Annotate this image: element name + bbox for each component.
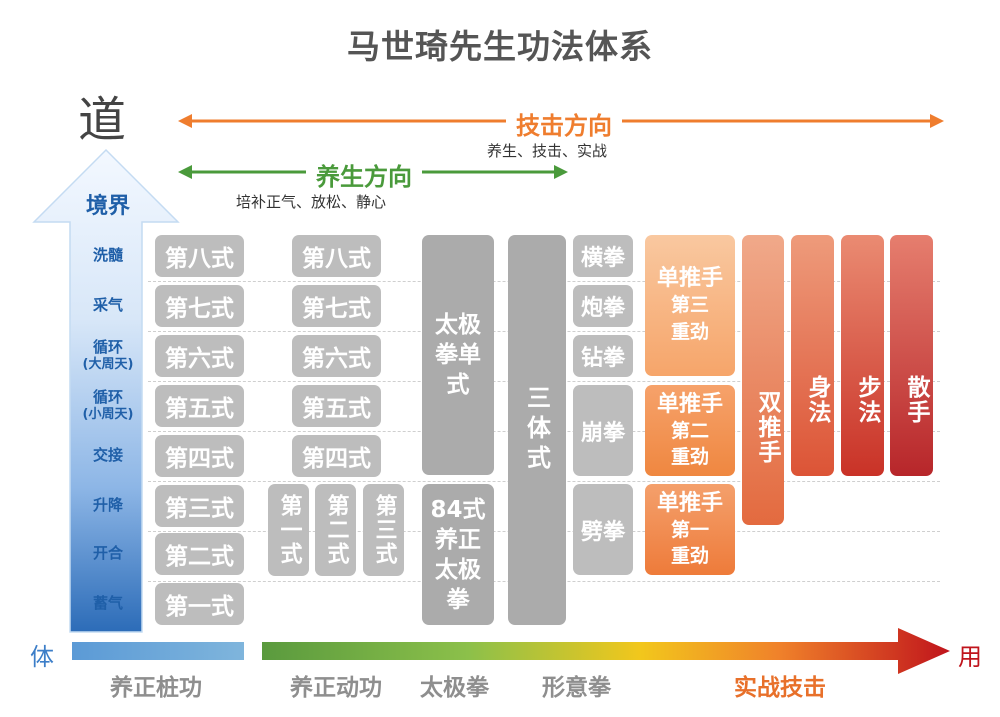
taiji-84-forms: 84式养正太极拳 <box>422 484 494 625</box>
level-arrow <box>32 148 180 633</box>
zhuang-form-1: 第一式 <box>155 583 244 625</box>
jiji-direction-label: 技击方向 <box>506 106 622 141</box>
zhuang-form-7: 第七式 <box>155 285 244 327</box>
level-caiqi: 采气 <box>92 296 123 314</box>
tuishou-2: 单推手 第二 重劲 <box>645 385 735 476</box>
dong-form-7: 第七式 <box>292 285 381 327</box>
tuishou-1: 单推手 第一 重劲 <box>645 484 735 575</box>
level-xisui: 洗髓 <box>92 246 123 264</box>
level-xuqi: 蓄气 <box>92 594 123 612</box>
bottom-xingyi: 形意拳 <box>542 675 611 701</box>
page-title: 马世琦先生功法体系 <box>347 27 653 66</box>
yangsheng-direction-label: 养生方向 <box>306 157 422 192</box>
fist-heng: 横拳 <box>573 235 633 277</box>
yong-label: 用 <box>958 643 982 671</box>
level-jiaojie: 交接 <box>92 446 123 464</box>
dong-form-6: 第六式 <box>292 335 381 377</box>
jingjie-label: 境界 <box>85 194 130 219</box>
jiji-direction-sub: 养生、技击、实战 <box>487 142 608 160</box>
shuang-tuishou: 双推手 <box>742 235 784 525</box>
fist-beng: 崩拳 <box>573 385 633 476</box>
tuishou-3: 单推手 第三 重劲 <box>645 235 735 376</box>
zhuang-form-4: 第四式 <box>155 435 244 477</box>
dong-form-4: 第四式 <box>292 435 381 477</box>
level-kaihe: 开合 <box>92 544 123 562</box>
dong-form-5: 第五式 <box>292 385 381 427</box>
dong-form-8: 第八式 <box>292 235 381 277</box>
bufa: 步法 <box>841 235 884 476</box>
level-xunhuan-da: 循环 (大周天) <box>82 338 134 372</box>
fist-pi: 劈拳 <box>573 484 633 575</box>
bottom-zhuang: 养正桩功 <box>110 675 202 701</box>
yangsheng-direction-sub: 培补正气、放松、静心 <box>236 193 387 211</box>
zhuang-form-5: 第五式 <box>155 385 244 427</box>
dong-small-form-2: 第二式 <box>315 484 356 576</box>
yong-arrow <box>262 628 950 674</box>
dong-small-form-1: 第一式 <box>268 484 309 576</box>
fist-zuan: 钻拳 <box>573 335 633 377</box>
sanshou: 散手 <box>890 235 933 476</box>
bottom-taiji: 太极拳 <box>420 675 489 701</box>
santi-shi: 三体式 <box>508 235 566 625</box>
dao-label: 道 <box>78 92 127 148</box>
zhuang-form-3: 第三式 <box>155 485 244 527</box>
bottom-dong: 养正动功 <box>290 675 382 701</box>
dong-small-form-3: 第三式 <box>363 484 404 576</box>
zhuang-form-6: 第六式 <box>155 335 244 377</box>
zhuang-form-2: 第二式 <box>155 533 244 575</box>
fist-pao: 炮拳 <box>573 285 633 327</box>
ti-label: 体 <box>30 643 54 671</box>
level-shengjiang: 升降 <box>92 496 123 514</box>
shenfa: 身法 <box>791 235 834 476</box>
taiji-single-forms: 太极拳单式 <box>422 235 494 475</box>
zhuang-form-8: 第八式 <box>155 235 244 277</box>
zhuang-bar <box>72 642 244 660</box>
level-xunhuan-xiao: 循环 (小周天) <box>82 388 134 422</box>
bottom-shizhan: 实战技击 <box>734 675 826 701</box>
